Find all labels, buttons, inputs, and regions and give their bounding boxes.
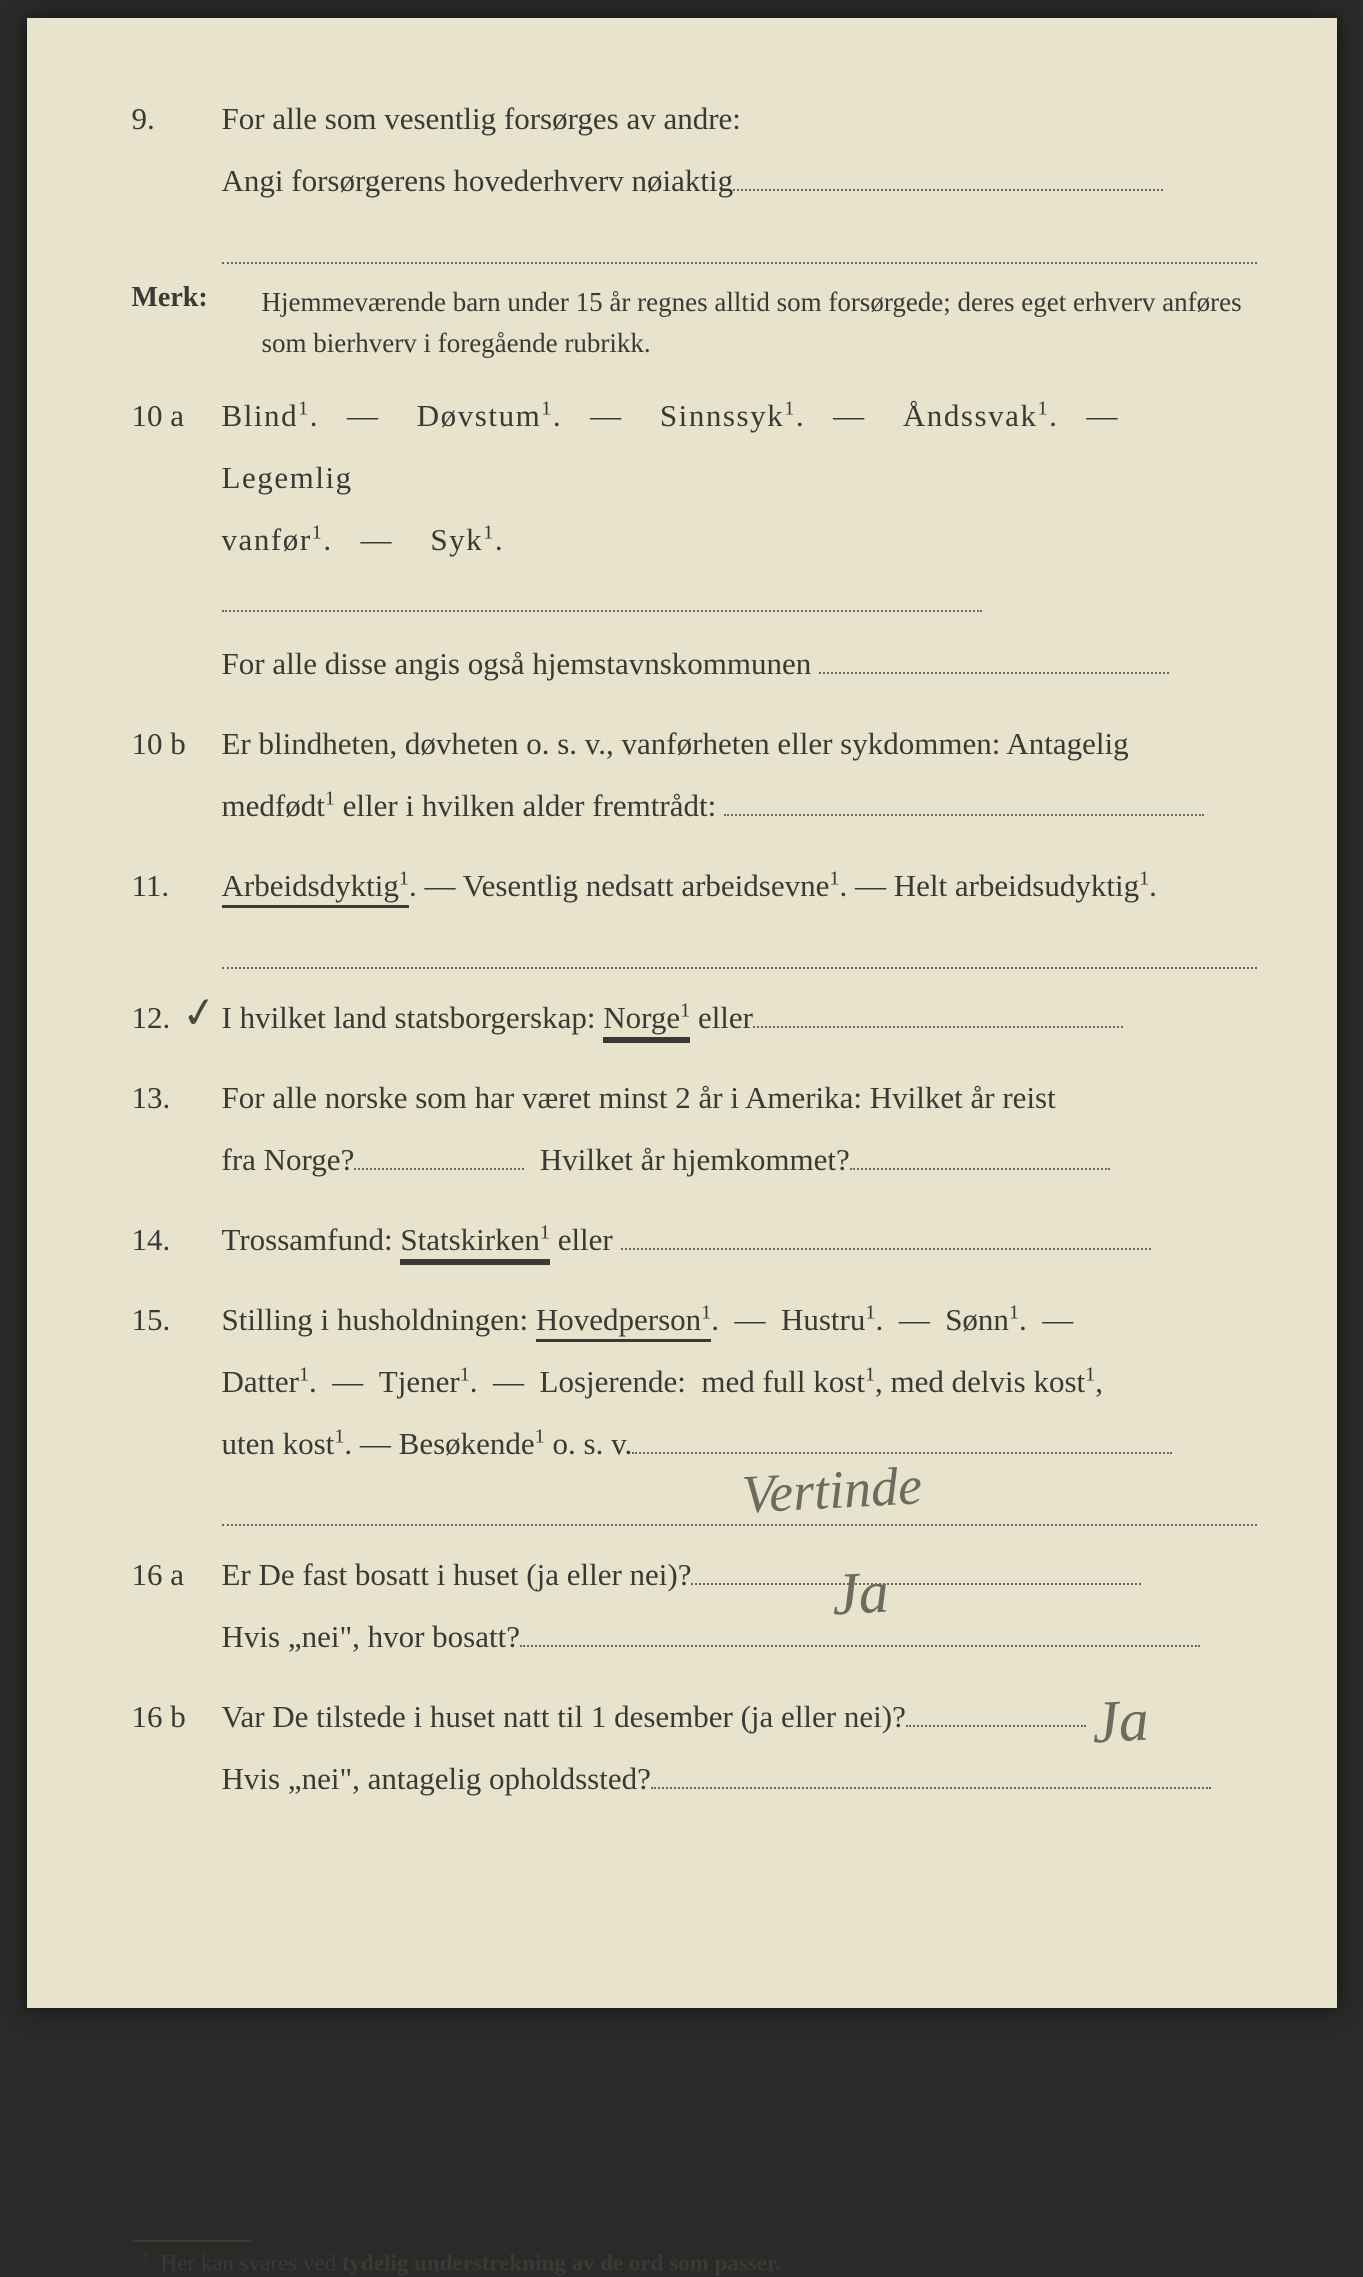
q15-besokende[interactable]: Besøkende1 — [399, 1426, 545, 1461]
q15-opt-sonn[interactable]: Sønn1 — [945, 1302, 1019, 1337]
q10b-medfodt[interactable]: medfødt1 — [222, 788, 335, 823]
q10a-number: 10 a — [122, 387, 222, 446]
q10b-line1: Er blindheten, døvheten o. s. v., vanfør… — [222, 726, 1129, 761]
q14: 14. Trossamfund: Statskirken1 eller — [122, 1209, 1257, 1271]
q11-content: Arbeidsdyktig1. — Vesentlig nedsatt arbe… — [222, 855, 1257, 969]
q13-content: For alle norske som har været minst 2 år… — [222, 1067, 1257, 1191]
q10a-options-line1: Blind1. — Døvstum1. — Sinnssyk1. — Åndss… — [222, 398, 1147, 495]
q16a-number: 16 a — [122, 1546, 222, 1605]
q10a-opt-blind[interactable]: Blind1. — [222, 398, 320, 433]
q9: 9. For alle som vesentlig forsørges av a… — [122, 88, 1257, 264]
q13-number: 13. — [122, 1069, 222, 1128]
q15-losjerende: Losjerende: — [540, 1364, 686, 1399]
q16a-content: Er De fast bosatt i huset (ja eller nei)… — [222, 1544, 1257, 1668]
q9-number: 9. — [122, 90, 222, 149]
q16a: 16 a Er De fast bosatt i huset (ja eller… — [122, 1544, 1257, 1668]
q15-opt-hustru[interactable]: Hustru1 — [781, 1302, 875, 1337]
census-form-page: 9. For alle som vesentlig forsørges av a… — [27, 18, 1337, 2008]
merk-note: Merk: Hjemmeværende barn under 15 år reg… — [122, 282, 1257, 366]
q13-line2b: Hvilket år hjemkommet? — [540, 1142, 850, 1177]
q14-fill[interactable] — [621, 1248, 1151, 1250]
merk-text: Hjemmeværende barn under 15 år regnes al… — [262, 282, 1257, 366]
q15-kost-full[interactable]: med full kost1 — [701, 1364, 875, 1399]
q14-prefix: Trossamfund: — [222, 1222, 401, 1257]
q10a-opt-syk[interactable]: Syk1. — [430, 522, 504, 557]
q16b-answer: Ja — [1089, 1663, 1152, 1780]
q13-fill2[interactable] — [850, 1168, 1110, 1170]
q15-prefix: Stilling i husholdningen: — [222, 1302, 536, 1337]
q9-line1: For alle som vesentlig forsørges av andr… — [222, 101, 741, 136]
q15-kost-delvis[interactable]: med delvis kost1 — [891, 1364, 1096, 1399]
q10a-fill2[interactable] — [819, 672, 1169, 674]
q12-opt-norge[interactable]: Norge1 — [603, 1000, 690, 1040]
q14-number: 14. — [122, 1211, 222, 1270]
q9-line2-prefix: Angi forsørgerens hovederhverv nøiaktig — [222, 163, 734, 198]
q15-fill2[interactable] — [222, 1475, 1257, 1527]
q9-fill2[interactable] — [222, 212, 1257, 264]
q10b-content: Er blindheten, døvheten o. s. v., vanfør… — [222, 713, 1257, 837]
q15: 15. Stilling i husholdningen: Hovedperso… — [122, 1289, 1257, 1527]
q10a-opt-vanfor[interactable]: vanfør1. — [222, 522, 333, 557]
q10b-line2-mid: eller i hvilken alder fremtrådt: — [335, 788, 716, 823]
q12: ✓ 12. I hvilket land statsborgerskap: No… — [122, 987, 1257, 1049]
q16b-fill1[interactable] — [906, 1725, 1086, 1727]
q15-opt-datter[interactable]: Datter1 — [222, 1364, 310, 1399]
q10a: 10 a Blind1. — Døvstum1. — Sinnssyk1. — … — [122, 385, 1257, 695]
q13-line1: For alle norske som har været minst 2 år… — [222, 1080, 1056, 1115]
q11: 11. Arbeidsdyktig1. — Vesentlig nedsatt … — [122, 855, 1257, 969]
q10a-content: Blind1. — Døvstum1. — Sinnssyk1. — Åndss… — [222, 385, 1257, 695]
footnote-text-prefix: Her kan svares ved — [160, 2251, 341, 2276]
footnote-marker: 1 — [142, 2250, 149, 2266]
q14-mid: eller — [550, 1222, 613, 1257]
footnote-bold: tydelig understrekning av de ord som pas… — [342, 2251, 781, 2276]
q14-opt-statskirken[interactable]: Statskirken1 — [400, 1222, 550, 1262]
q16b-sub: Hvis „nei", antagelig opholdssted? — [222, 1761, 651, 1796]
q16a-fill1[interactable] — [691, 1583, 1141, 1585]
q15-opt-hovedperson[interactable]: Hovedperson1 — [536, 1302, 711, 1342]
q15-kost-uten[interactable]: uten kost1 — [222, 1426, 345, 1461]
q15-content: Stilling i husholdningen: Hovedperson1. … — [222, 1289, 1257, 1527]
q13-fill1[interactable] — [354, 1168, 524, 1170]
q10a-fill1[interactable] — [222, 610, 982, 612]
q15-number: 15. — [122, 1291, 222, 1350]
q12-mid: eller — [690, 1000, 753, 1035]
q15-opt-tjener[interactable]: Tjener1 — [379, 1364, 470, 1399]
q16a-answer: Ja — [829, 1535, 892, 1652]
footnote-rule — [132, 2240, 252, 2242]
q13: 13. For alle norske som har været minst … — [122, 1067, 1257, 1191]
q10a-opt-sinnssyk[interactable]: Sinnssyk1. — [660, 398, 805, 433]
q10a-opt-andssvak[interactable]: Åndssvak1. — [903, 398, 1059, 433]
q10a-opt-dovstum[interactable]: Døvstum1. — [417, 398, 562, 433]
q11-opt-nedsatt[interactable]: Vesentlig nedsatt arbeidsevne1 — [463, 868, 840, 903]
q11-fill[interactable] — [222, 917, 1257, 969]
q15-osv: o. s. v. — [545, 1426, 633, 1461]
q14-content: Trossamfund: Statskirken1 eller — [222, 1209, 1257, 1271]
q10b-fill[interactable] — [724, 814, 1204, 816]
q10b: 10 b Er blindheten, døvheten o. s. v., v… — [122, 713, 1257, 837]
q11-opt-udyktig[interactable]: Helt arbeidsudyktig1 — [894, 868, 1149, 903]
q16b-question: Var De tilstede i huset natt til 1 desem… — [222, 1699, 906, 1734]
q11-number: 11. — [122, 857, 222, 916]
q16b: 16 b Var De tilstede i huset natt til 1 … — [122, 1686, 1257, 1810]
q13-line2a: fra Norge? — [222, 1142, 355, 1177]
merk-label: Merk: — [122, 282, 262, 366]
q16a-sub: Hvis „nei", hvor bosatt? — [222, 1619, 520, 1654]
q10a-line3-prefix: For alle disse angis også hjemstavnskomm… — [222, 646, 812, 681]
q9-fill1[interactable] — [733, 189, 1163, 191]
q12-content: I hvilket land statsborgerskap: Norge1 e… — [222, 987, 1257, 1049]
q10a-options-line2: vanfør1. — Syk1. — [222, 522, 982, 619]
q16b-number: 16 b — [122, 1688, 222, 1747]
footnote: 1 Her kan svares ved tydelig understrekn… — [142, 2250, 1257, 2277]
q12-fill[interactable] — [753, 1026, 1123, 1028]
q15-handwritten: Vertinde — [739, 1434, 924, 1546]
q10b-number: 10 b — [122, 715, 222, 774]
q16b-fill2[interactable] — [651, 1787, 1211, 1789]
q16a-question: Er De fast bosatt i huset (ja eller nei)… — [222, 1557, 692, 1592]
q11-opt-arbeidsdyktig[interactable]: Arbeidsdyktig1 — [222, 868, 409, 908]
q9-content: For alle som vesentlig forsørges av andr… — [222, 88, 1257, 264]
q10a-opt-legemlig[interactable]: Legemlig — [222, 460, 353, 495]
q12-prefix: I hvilket land statsborgerskap: — [222, 1000, 604, 1035]
